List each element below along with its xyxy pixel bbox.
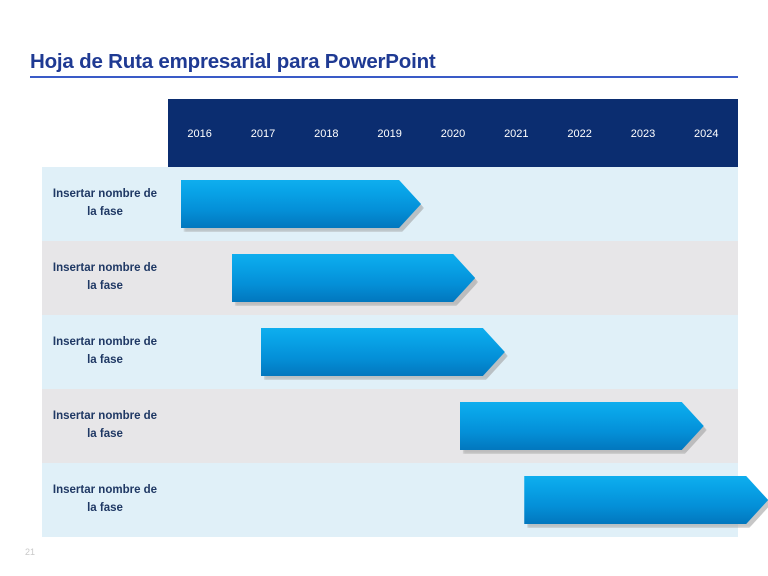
phase-arrow-bar[interactable] (460, 402, 704, 450)
phase-arrow-fill (524, 476, 768, 524)
roadmap-row[interactable]: Insertar nombre de la fase (42, 241, 738, 315)
page-number: 21 (25, 547, 36, 557)
phase-label: Insertar nombre de la fase (52, 484, 158, 514)
phase-arrow-bar[interactable] (261, 328, 505, 376)
timeline-year-2024: 2024 (694, 127, 719, 140)
phase-label: Insertar nombre de la fase (52, 262, 158, 292)
phase-arrow-bar[interactable] (524, 476, 768, 524)
roadmap-row[interactable]: Insertar nombre de la fase (42, 389, 738, 463)
phase-track (168, 167, 738, 241)
phase-track (168, 241, 738, 315)
timeline-year-2019: 2019 (377, 127, 402, 140)
phase-label: Insertar nombre de la fase (52, 336, 158, 366)
roadmap-row[interactable]: Insertar nombre de la fase (42, 315, 738, 389)
phase-label: Insertar nombre de la fase (52, 188, 158, 218)
timeline-year-2020: 2020 (440, 127, 466, 140)
timeline-year-2018: 2018 (314, 127, 339, 140)
phase-arrow-fill (181, 180, 422, 228)
phase-track (168, 315, 738, 389)
roadmap-row[interactable]: Insertar nombre de la fase (42, 463, 738, 537)
phase-arrow-bar[interactable] (181, 180, 422, 228)
title-underline-rule (30, 76, 738, 78)
page-title: Hoja de Ruta empresarial para PowerPoint (30, 50, 436, 73)
phase-arrow-fill (232, 254, 475, 302)
timeline-year-2021: 2021 (504, 127, 529, 140)
phase-track (168, 389, 738, 463)
timeline-year-2017: 2017 (250, 127, 276, 140)
phase-arrow-bar[interactable] (232, 254, 475, 302)
timeline-year-2022: 2022 (567, 127, 592, 140)
roadmap-row[interactable]: Insertar nombre de la fase (42, 167, 738, 241)
timeline-year-header: 2016 2017 2018 2019 2020 2021 2022 2023 2024 (168, 99, 738, 167)
phase-track (168, 463, 738, 537)
phase-label: Insertar nombre de la fase (52, 410, 158, 440)
phase-arrow-fill (460, 402, 704, 450)
phase-arrow-fill (261, 328, 505, 376)
timeline-year-2023: 2023 (630, 127, 656, 140)
timeline-year-2016: 2016 (187, 127, 212, 140)
roadmap-chart: 2016 2017 2018 2019 2020 2021 2022 2023 2024 Ins… (42, 99, 738, 540)
